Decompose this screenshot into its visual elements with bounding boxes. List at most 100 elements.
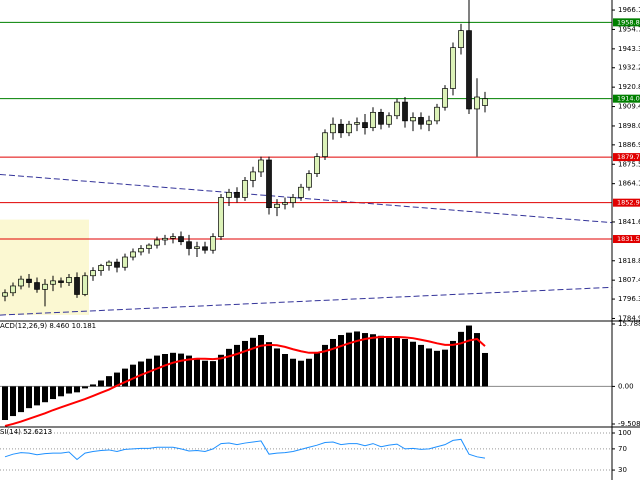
y-tick-label: 15.788 [618, 320, 640, 328]
candle-body [162, 237, 168, 241]
y-tick-label: 1875.50 [618, 160, 640, 168]
macd-bar [82, 386, 88, 389]
macd-bar [458, 331, 464, 387]
candle-body [386, 115, 392, 125]
macd-bar [18, 386, 24, 413]
macd-bar [98, 380, 104, 387]
macd-bar [10, 386, 16, 417]
macd-bar [202, 360, 208, 387]
y-tick-label: 1864.10 [618, 180, 640, 188]
candle-body [458, 30, 464, 49]
macd-bar [258, 335, 264, 387]
level-label: 1831.58 [617, 235, 640, 243]
indicator-label: ACD(12,26,9) 8.460 10.181 [0, 322, 96, 330]
candle-body [266, 159, 272, 209]
macd-bar [434, 350, 440, 387]
macd-bar [90, 384, 96, 387]
candle-body [122, 256, 128, 268]
candle-body [290, 197, 296, 203]
candle-body [74, 277, 80, 295]
candle-body [130, 251, 136, 258]
macd-bar [370, 334, 376, 387]
candle-body [50, 280, 56, 285]
candle-body [274, 203, 280, 209]
candle-body [394, 101, 400, 117]
level-label: 1914.03 [617, 95, 640, 103]
macd-bar [242, 340, 248, 387]
candle-body [2, 292, 8, 297]
macd-bar [154, 355, 160, 387]
y-tick-label: -9.508 [618, 420, 640, 428]
macd-bar [442, 349, 448, 387]
candle-body [322, 132, 328, 157]
candle-body [170, 236, 176, 239]
macd-bar [130, 364, 136, 387]
y-tick-label: 1920.80 [618, 83, 640, 91]
candle-body [26, 278, 32, 283]
candle-body [418, 117, 424, 125]
candle-body [434, 106, 440, 122]
level-label: 1958.87 [617, 18, 640, 26]
macd-bar [298, 360, 304, 387]
indicator-label: SI(14) 52.6213 [0, 428, 52, 436]
macd-bar [50, 386, 56, 400]
level-label-box [613, 94, 640, 103]
candle-body [234, 191, 240, 198]
candle-body [58, 280, 64, 283]
macd-bar [426, 348, 432, 387]
macd-bar [266, 342, 272, 387]
candle-body [474, 96, 480, 110]
candle-body [138, 248, 144, 253]
candle-body [82, 275, 88, 295]
macd-bar [362, 333, 368, 387]
candle-body [146, 244, 152, 249]
candle-body [226, 191, 232, 198]
candle-body [410, 117, 416, 122]
y-tick-label: 1796.30 [618, 295, 640, 303]
candle-body [314, 156, 320, 174]
macd-bar [410, 341, 416, 387]
candle-body [466, 30, 472, 110]
y-tick-label: 1886.90 [618, 141, 640, 149]
y-tick-label: 1909.40 [618, 103, 640, 111]
y-tick-label: 1898.00 [618, 122, 640, 130]
macd-bar [338, 335, 344, 387]
candle-body [154, 239, 160, 246]
candle-body [482, 98, 488, 106]
macd-bar [34, 386, 40, 406]
level-label-box [613, 235, 640, 244]
y-tick-label: 0.00 [618, 382, 634, 390]
candle-body [210, 236, 216, 251]
macd-bar [226, 348, 232, 387]
macd-bar [482, 352, 488, 387]
macd-bar [218, 354, 224, 387]
macd-bar [274, 348, 280, 387]
candle-body [354, 122, 360, 125]
candle-body [346, 123, 352, 134]
candle-body [450, 47, 456, 89]
candle-body [194, 246, 200, 249]
candle-body [42, 283, 48, 290]
macd-bar [474, 333, 480, 387]
candle-body [66, 277, 72, 283]
macd-bar [58, 386, 64, 397]
macd-bar [2, 386, 8, 421]
candle-body [10, 285, 16, 294]
macd-bar [42, 386, 48, 403]
y-tick-label: 1807.40 [618, 276, 640, 284]
macd-bar [250, 337, 256, 387]
candle-body [330, 123, 336, 134]
macd-bar [386, 337, 392, 387]
candle-body [362, 122, 368, 129]
candle-body [106, 261, 112, 266]
candle-body [370, 111, 376, 129]
macd-bar [122, 368, 128, 387]
candle-body [18, 278, 24, 287]
trend-line [0, 173, 613, 224]
macd-bar [354, 331, 360, 387]
macd-bar [66, 386, 72, 394]
candle-body [402, 101, 408, 122]
candle-body [202, 246, 208, 251]
